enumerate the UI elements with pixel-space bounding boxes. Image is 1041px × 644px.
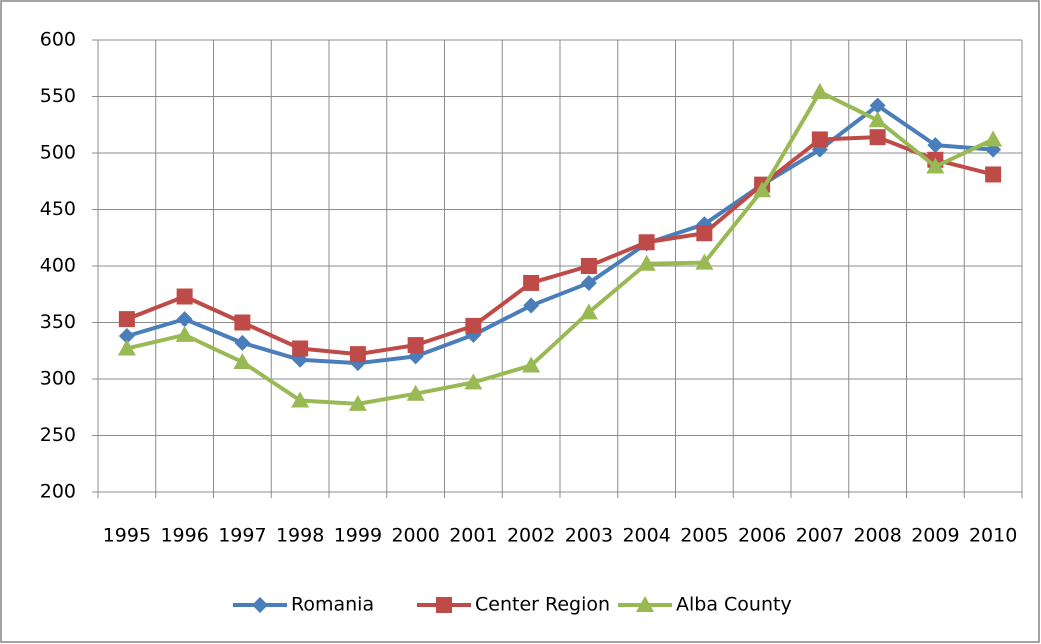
- series-marker: [523, 297, 540, 314]
- series-marker: [118, 311, 135, 328]
- y-tick-label: 550: [40, 85, 76, 107]
- x-tick-label: 1996: [160, 525, 208, 547]
- series-marker: [176, 311, 193, 328]
- legend-marker: [436, 597, 452, 613]
- series-marker: [638, 234, 655, 251]
- series-marker: [580, 274, 597, 291]
- series-marker: [234, 314, 251, 331]
- series-marker: [464, 373, 483, 390]
- x-tick-label: 2008: [853, 525, 901, 547]
- series-marker: [234, 334, 251, 351]
- y-tick-label: 500: [40, 142, 76, 164]
- series-marker: [927, 137, 944, 154]
- series-line: [126, 135, 994, 357]
- x-tick-label: 1995: [103, 525, 151, 547]
- x-tick-label: 2000: [391, 525, 439, 547]
- x-tick-label: 2010: [969, 525, 1017, 547]
- x-tick-label: 1997: [218, 525, 266, 547]
- x-tick-label: 1998: [276, 525, 324, 547]
- legend-label: Alba County: [676, 594, 792, 616]
- series-marker: [811, 131, 828, 148]
- series-marker: [869, 97, 886, 114]
- series-marker: [985, 166, 1002, 183]
- series-marker: [926, 157, 945, 174]
- series-marker: [349, 346, 366, 363]
- series-marker: [292, 340, 309, 357]
- series-marker: [117, 339, 136, 356]
- series-marker: [118, 328, 135, 345]
- series-marker: [696, 225, 713, 242]
- legend-marker: [252, 597, 268, 613]
- series-marker: [522, 356, 541, 373]
- series-marker: [580, 258, 597, 274]
- series-line: [126, 103, 994, 366]
- x-tick-label: 1999: [334, 525, 382, 547]
- x-tick-label: 2007: [796, 525, 844, 547]
- series-marker: [175, 325, 194, 342]
- x-tick-label: 2004: [622, 525, 670, 547]
- legend-marker: [636, 596, 654, 612]
- series-marker: [407, 337, 424, 354]
- x-tick-label: 2006: [738, 525, 786, 547]
- series-marker: [348, 394, 367, 411]
- series-marker: [868, 111, 887, 128]
- y-tick-label: 200: [40, 481, 76, 503]
- y-tick-label: 600: [40, 29, 76, 51]
- series-line: [126, 89, 994, 406]
- legend-label: Center Region: [475, 594, 610, 616]
- x-tick-label: 2002: [507, 525, 555, 547]
- series-marker: [637, 254, 656, 271]
- series-marker: [406, 384, 425, 401]
- x-tick-label: 2001: [449, 525, 497, 547]
- series-marker: [523, 274, 540, 291]
- x-tick-label: 2003: [565, 525, 613, 547]
- series-marker: [465, 317, 482, 334]
- series-marker: [176, 288, 193, 305]
- series-marker: [984, 130, 1003, 147]
- x-tick-label: 2009: [911, 525, 959, 547]
- y-tick-label: 350: [40, 311, 76, 333]
- series-marker: [869, 129, 886, 146]
- y-tick-label: 400: [40, 255, 76, 277]
- series-marker: [753, 181, 772, 198]
- series-marker: [695, 253, 714, 270]
- x-tick-label: 2005: [680, 525, 728, 547]
- y-tick-label: 450: [40, 198, 76, 220]
- y-tick-label: 300: [40, 368, 76, 390]
- series-marker: [810, 82, 829, 99]
- series-marker: [291, 391, 310, 408]
- y-tick-label: 250: [40, 424, 76, 446]
- series-marker: [233, 353, 252, 370]
- legend-label: Romania: [291, 594, 374, 616]
- series-marker: [579, 303, 598, 320]
